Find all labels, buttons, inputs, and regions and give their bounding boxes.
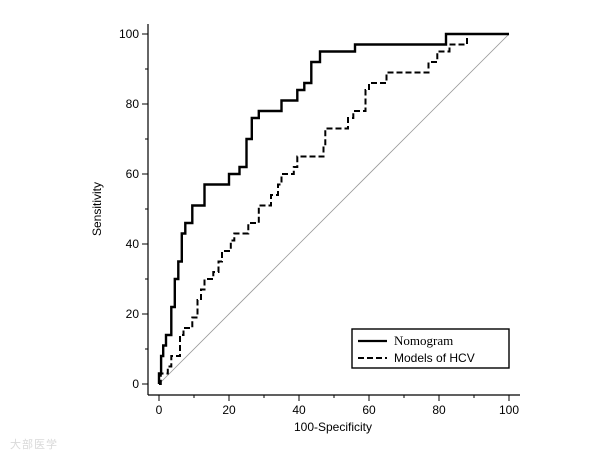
x-tick-label: 80	[432, 403, 446, 417]
y-axis-title: Sensitivity	[90, 182, 104, 236]
watermark-text: 大部医学	[10, 438, 58, 451]
legend: Nomogram Models of HCV	[351, 328, 510, 369]
legend-label-models-of-hcv: Models of HCV	[394, 351, 475, 365]
y-tick-label: 20	[126, 307, 140, 321]
x-tick-label: 20	[222, 403, 236, 417]
diagonal-reference-line	[158, 33, 510, 385]
x-ticks: 0 20 40 60 80 100	[156, 395, 519, 417]
x-tick-label: 100	[499, 403, 519, 417]
y-tick-label: 40	[126, 237, 140, 251]
series-line-models-of-hcv	[159, 33, 509, 385]
y-tick-label: 0	[132, 377, 139, 391]
y-tick-label: 100	[119, 27, 139, 41]
x-tick-label: 0	[156, 403, 163, 417]
plot-area: 0 20 40 60 80 100 0 20 40 60 80 100	[119, 24, 520, 417]
legend-box	[351, 328, 510, 369]
legend-label-nomogram: Nomogram	[394, 333, 453, 348]
x-tick-label: 60	[362, 403, 376, 417]
x-axis-title: 100-Specificity	[294, 420, 372, 434]
series-line-nomogram	[157, 32, 509, 384]
y-ticks: 0 20 40 60 80 100	[119, 27, 148, 391]
y-tick-label: 60	[126, 167, 140, 181]
series-layer	[157, 32, 509, 385]
x-tick-label: 40	[292, 403, 306, 417]
y-tick-label: 80	[126, 97, 140, 111]
